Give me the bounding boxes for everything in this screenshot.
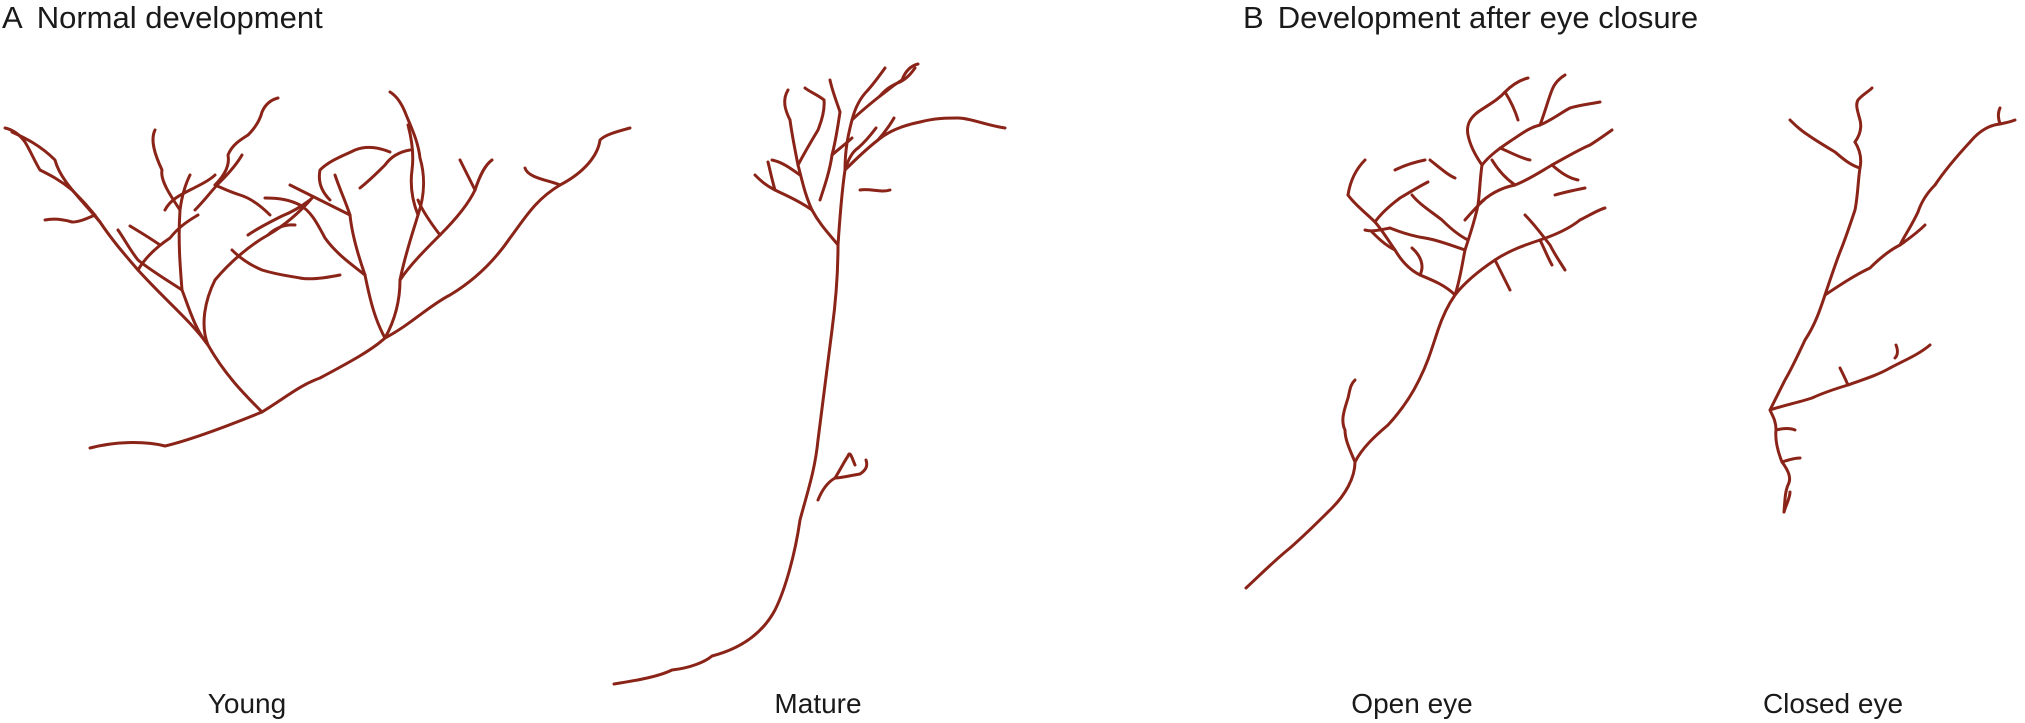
panel-b-title: B Development after eye closure <box>1243 0 1698 40</box>
young-neuron <box>3 90 632 450</box>
caption-closed-eye: Closed eye <box>1762 688 1904 719</box>
caption-mature: Mature <box>774 688 862 719</box>
caption-open-eye: Open eye <box>1351 688 1473 719</box>
panel-a-heading: Normal development <box>36 0 323 35</box>
caption-young: Young <box>207 688 287 719</box>
panel-a-title: A Normal development <box>2 0 323 40</box>
panel-a-letter: A <box>2 0 23 35</box>
closed-eye-neuron <box>1768 86 2017 514</box>
open-eye-neuron <box>1244 73 1614 590</box>
panel-b-heading: Development after eye closure <box>1277 0 1699 35</box>
panel-b-letter: B <box>1243 0 1264 35</box>
mature-neuron <box>612 62 1007 686</box>
